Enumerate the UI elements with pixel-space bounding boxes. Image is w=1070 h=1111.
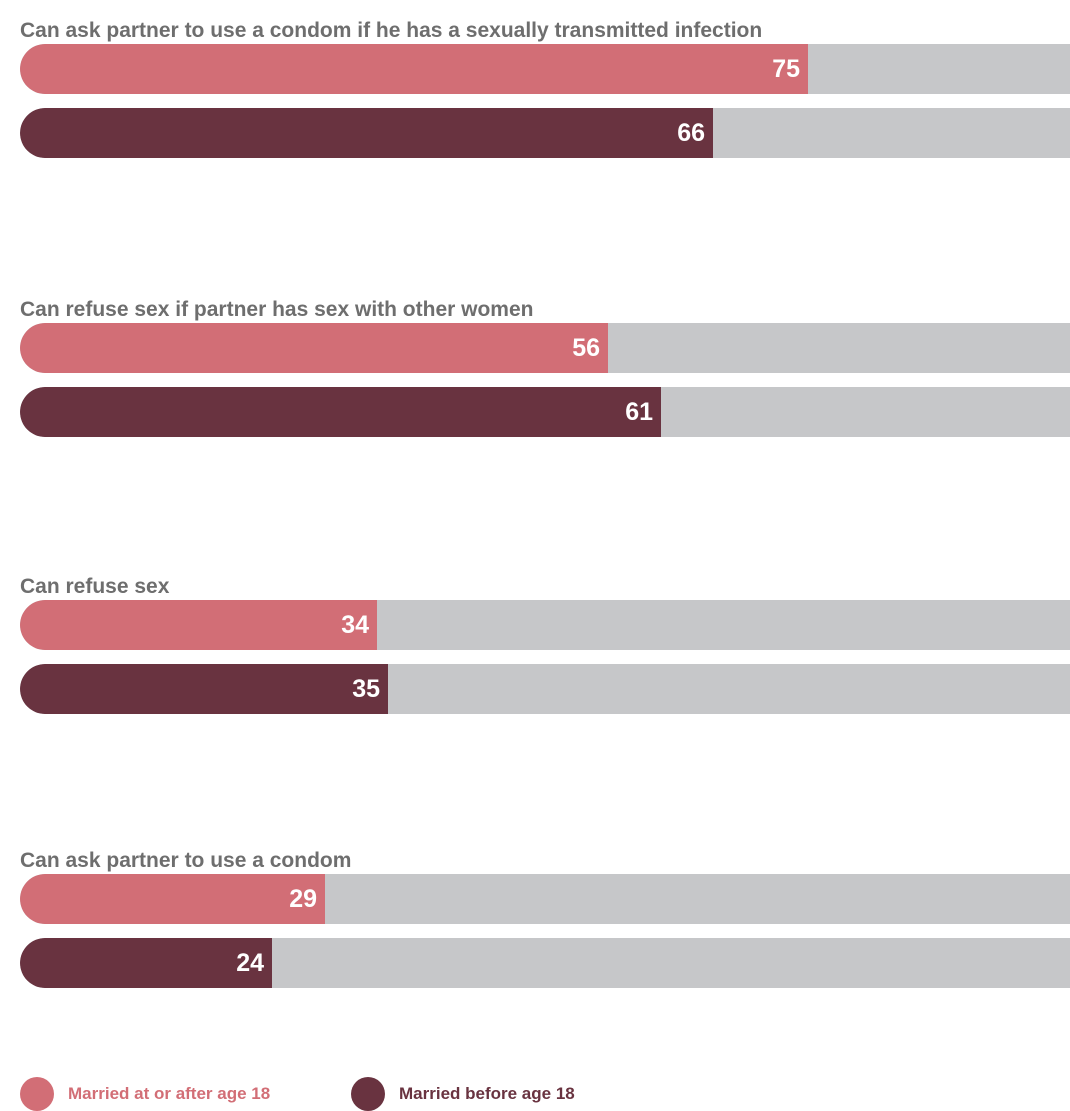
bar-track: 34: [20, 600, 1070, 650]
bar: [20, 387, 661, 437]
bar-track: 66: [20, 108, 1070, 158]
category-title: Can refuse sex if partner has sex with o…: [20, 298, 534, 321]
category-title: Can refuse sex: [20, 575, 170, 598]
legend-swatch: [351, 1077, 385, 1111]
legend-swatch: [20, 1077, 54, 1111]
bar-value-label: 35: [352, 675, 380, 703]
bar-value-label: 75: [772, 55, 800, 83]
bar-track: 24: [20, 938, 1070, 988]
bar: [20, 664, 388, 714]
legend-item: Married at or after age 18: [20, 1077, 270, 1111]
bar: [20, 938, 272, 988]
bar: [20, 323, 608, 373]
legend-item: Married before age 18: [351, 1077, 575, 1111]
legend-label: Married at or after age 18: [68, 1084, 271, 1103]
bar-track: 61: [20, 387, 1070, 437]
bar-value-label: 34: [341, 611, 369, 639]
bar: [20, 874, 325, 924]
bar-value-label: 24: [236, 949, 264, 977]
bar-value-label: 56: [572, 334, 600, 362]
bar-value-label: 29: [289, 885, 317, 913]
category-title: Can ask partner to use a condom: [20, 849, 352, 872]
bar-value-label: 66: [677, 119, 705, 147]
bar-track: 35: [20, 664, 1070, 714]
category-title: Can ask partner to use a condom if he ha…: [20, 19, 763, 42]
bar: [20, 44, 808, 94]
legend-label: Married before age 18: [399, 1084, 575, 1103]
bar-track: 29: [20, 874, 1070, 924]
bar-value-label: 61: [625, 398, 653, 426]
bar: [20, 108, 713, 158]
bar-track: 56: [20, 323, 1070, 373]
bar: [20, 600, 377, 650]
bar-track: 75: [20, 44, 1070, 94]
